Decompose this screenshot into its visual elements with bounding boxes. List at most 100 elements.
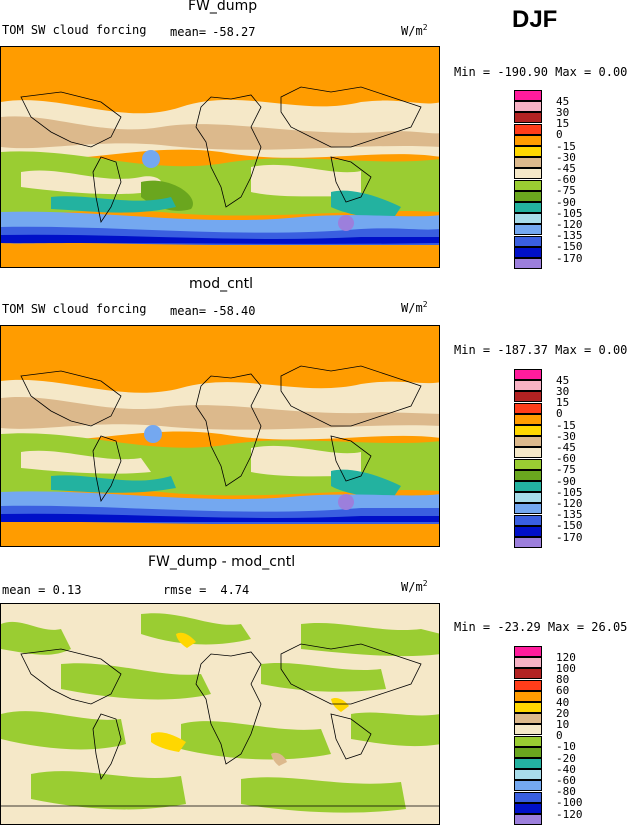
colorbar-swatch <box>514 503 542 515</box>
colorbar-label: -120 <box>556 496 583 510</box>
colorbar-label: -100 <box>556 796 583 810</box>
colorbar-label: 0 <box>556 128 563 142</box>
panel-2-map <box>0 325 440 547</box>
colorbar-label: -105 <box>556 485 583 499</box>
colorbar-swatch <box>514 780 542 792</box>
colorbar-label: 15 <box>556 117 570 131</box>
panel-3-stat-value: 4.74 <box>220 583 250 597</box>
colorbar-label: 120 <box>556 650 576 664</box>
season-label: DJF <box>512 6 558 33</box>
panel-3-minmax: Min = -23.29 Max = 26.05 <box>454 620 628 634</box>
colorbar-label: 0 <box>556 407 563 421</box>
colorbar-swatch <box>514 168 542 180</box>
colorbar-label: 30 <box>556 384 570 398</box>
colorbar-swatch <box>514 724 542 736</box>
colorbar-label: 80 <box>556 673 570 687</box>
colorbar-swatch <box>514 492 542 504</box>
panel-2-stat-value: -58.40 <box>212 304 256 318</box>
colorbar-swatch <box>514 157 542 169</box>
colorbar-label: -170 <box>556 251 583 265</box>
colorbar-swatch <box>514 735 542 747</box>
units-superscript: 2 <box>422 579 428 588</box>
colorbar-label: -150 <box>556 240 583 254</box>
colorbar-swatch <box>514 90 542 101</box>
panel-1-minmax: Min = -190.90 Max = 0.00 <box>454 65 628 79</box>
panel-2-minmax: Min = -187.37 Max = 0.00 <box>454 343 628 357</box>
colorbar-label: 45 <box>556 373 570 387</box>
colorbar-swatch <box>514 758 542 769</box>
colorbar-swatch <box>514 224 542 236</box>
colorbar-label: -10 <box>556 740 576 754</box>
colorbar-label: -60 <box>556 452 576 466</box>
panel-1-stat: mean= -58.27 <box>170 25 255 39</box>
colorbar-label: -120 <box>556 807 583 821</box>
panel-2-stat-label: mean= <box>170 304 207 318</box>
colorbar-swatch <box>514 814 542 825</box>
colorbar-swatch <box>514 380 542 392</box>
colorbar-swatch <box>514 791 542 803</box>
colorbar-swatch <box>514 525 542 537</box>
panel-1-map <box>0 46 440 268</box>
colorbar-swatch <box>514 690 542 702</box>
colorbar-label: 0 <box>556 729 563 743</box>
colorbar-swatch <box>514 447 542 459</box>
colorbar-swatch <box>514 646 542 657</box>
panel-1-left-label: TOM SW cloud forcing <box>2 23 147 37</box>
panel-3-map <box>0 603 440 825</box>
panel-3-stat: rmse = 4.74 <box>163 583 249 597</box>
colorbar-label: -90 <box>556 474 576 488</box>
colorbar-swatch <box>514 514 542 526</box>
colorbar-swatch <box>514 469 542 481</box>
colorbar-label: -105 <box>556 206 583 220</box>
colorbar-label: 20 <box>556 706 570 720</box>
colorbar-label: -135 <box>556 229 583 243</box>
colorbar-label: 15 <box>556 396 570 410</box>
colorbar-label: -60 <box>556 773 576 787</box>
colorbar-swatch <box>514 436 542 448</box>
colorbar-label: -170 <box>556 530 583 544</box>
panel-2-units: W/m2 <box>401 300 428 315</box>
colorbar-swatch <box>514 391 542 403</box>
units-superscript: 2 <box>422 23 428 32</box>
colorbar-swatch <box>514 702 542 713</box>
colorbar-label: -30 <box>556 150 576 164</box>
colorbar-swatch <box>514 769 542 781</box>
colorbar-swatch <box>514 190 542 202</box>
colorbar-label: 60 <box>556 684 570 698</box>
colorbar-swatch <box>514 202 542 213</box>
colorbar-swatch <box>514 802 542 814</box>
panel-3-units: W/m2 <box>401 579 428 594</box>
colorbar-label: -45 <box>556 161 576 175</box>
colorbar-swatch <box>514 146 542 157</box>
colorbar-label: 45 <box>556 94 570 108</box>
panel-3-title: FW_dump - mod_cntl <box>148 554 296 570</box>
colorbar-label: -90 <box>556 195 576 209</box>
colorbar-swatch <box>514 101 542 113</box>
colorbar-label: -80 <box>556 785 576 799</box>
colorbar-label: 40 <box>556 695 570 709</box>
panel-2-stat: mean= -58.40 <box>170 304 255 318</box>
colorbar-label: -60 <box>556 173 576 187</box>
colorbar-label: -45 <box>556 440 576 454</box>
panel-1-units: W/m2 <box>401 23 428 38</box>
panel-2-map-svg <box>1 326 439 546</box>
colorbar-label: -20 <box>556 751 576 765</box>
units-text: W/m <box>401 24 423 38</box>
colorbar-swatch <box>514 369 542 380</box>
colorbar-swatch <box>514 481 542 492</box>
colorbar-swatch <box>514 679 542 691</box>
panel-3-stat-label: rmse = <box>163 583 207 597</box>
panel-1-title: FW_dump <box>188 0 258 14</box>
colorbar-swatch <box>514 413 542 425</box>
panel-3-left-label: mean = 0.13 <box>2 583 82 597</box>
colorbar-swatch <box>514 179 542 191</box>
colorbar-swatch <box>514 402 542 414</box>
units-text: W/m <box>401 301 423 315</box>
colorbar-label: -15 <box>556 418 576 432</box>
colorbar-label: -150 <box>556 519 583 533</box>
colorbar-swatch <box>514 213 542 225</box>
colorbar-label: -40 <box>556 762 576 776</box>
units-text: W/m <box>401 580 423 594</box>
panel-1-stat-label: mean= <box>170 25 207 39</box>
colorbar-label: 10 <box>556 717 570 731</box>
